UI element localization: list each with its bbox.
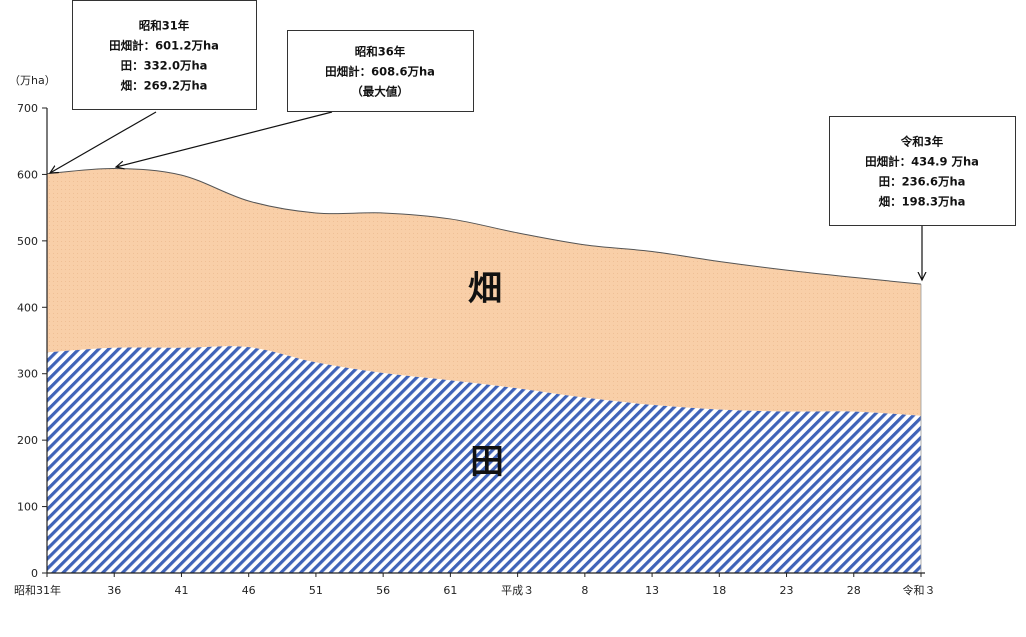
y-tick-label: 300 xyxy=(17,368,38,381)
callout-text: （最大値） xyxy=(351,85,409,99)
callout-box xyxy=(287,30,474,112)
callout-text: 田畑計：434.9 万ha xyxy=(865,155,979,169)
callout-text: 田畑計：601.2万ha xyxy=(109,39,219,53)
callout-text: 令和3年 xyxy=(900,135,944,149)
y-axis-unit-label: （万ha） xyxy=(9,74,56,87)
x-tick-label: 平成３ xyxy=(501,584,534,597)
x-tick-label: 41 xyxy=(174,584,188,597)
callout-arrow xyxy=(116,111,333,167)
y-tick-label: 100 xyxy=(17,501,38,514)
series-label-paddy: 田 xyxy=(470,442,504,482)
series-upland-area xyxy=(47,168,921,416)
region-labels: 畑田 xyxy=(468,269,504,482)
x-tick-label: 13 xyxy=(645,584,659,597)
x-tick-label: 8 xyxy=(581,584,588,597)
axes: 0 100 200 300 400 500 600 700 （万ha） 昭和31年 36 41 46 51… xyxy=(9,74,936,597)
x-tick-label: 28 xyxy=(847,584,861,597)
callout-text: 昭和36年 xyxy=(355,45,406,59)
series-paddy-area xyxy=(47,346,921,573)
x-tick-label: 23 xyxy=(780,584,794,597)
x-tick-label: 18 xyxy=(712,584,726,597)
stacked-areas xyxy=(46,167,922,573)
y-tick-label: 0 xyxy=(31,567,38,580)
callout-box xyxy=(829,116,1016,226)
callouts: 昭和31年田畑計：601.2万ha田：332.0万ha畑：269.2万ha昭和3… xyxy=(50,0,1016,281)
y-tick-label: 600 xyxy=(17,168,38,181)
callout-arrow xyxy=(50,111,157,173)
callout-text: 昭和31年 xyxy=(139,19,190,33)
x-tick-label: 36 xyxy=(107,584,121,597)
callout-box xyxy=(72,0,257,110)
callout-text: 田：236.6万ha xyxy=(879,175,966,189)
x-tick-label: 61 xyxy=(443,584,457,597)
x-tick-label: 51 xyxy=(309,584,323,597)
x-tick-label: 昭和31年 xyxy=(14,583,61,597)
x-tick-label: 56 xyxy=(376,584,390,597)
y-tick-label: 200 xyxy=(17,434,38,447)
x-tick-label: 令和３ xyxy=(903,583,936,597)
callout-text: 田：332.0万ha xyxy=(121,59,208,73)
y-tick-label: 500 xyxy=(17,235,38,248)
total-outline xyxy=(46,167,922,285)
series-label-upland: 畑 xyxy=(468,269,502,309)
y-tick-label: 700 xyxy=(17,102,38,115)
callout-text: 畑：198.3万ha xyxy=(879,195,966,209)
x-tick-label: 46 xyxy=(242,584,256,597)
callout-text: 畑：269.2万ha xyxy=(121,79,208,93)
callout-text: 田畑計：608.6万ha xyxy=(325,65,435,79)
y-tick-label: 400 xyxy=(17,301,38,314)
